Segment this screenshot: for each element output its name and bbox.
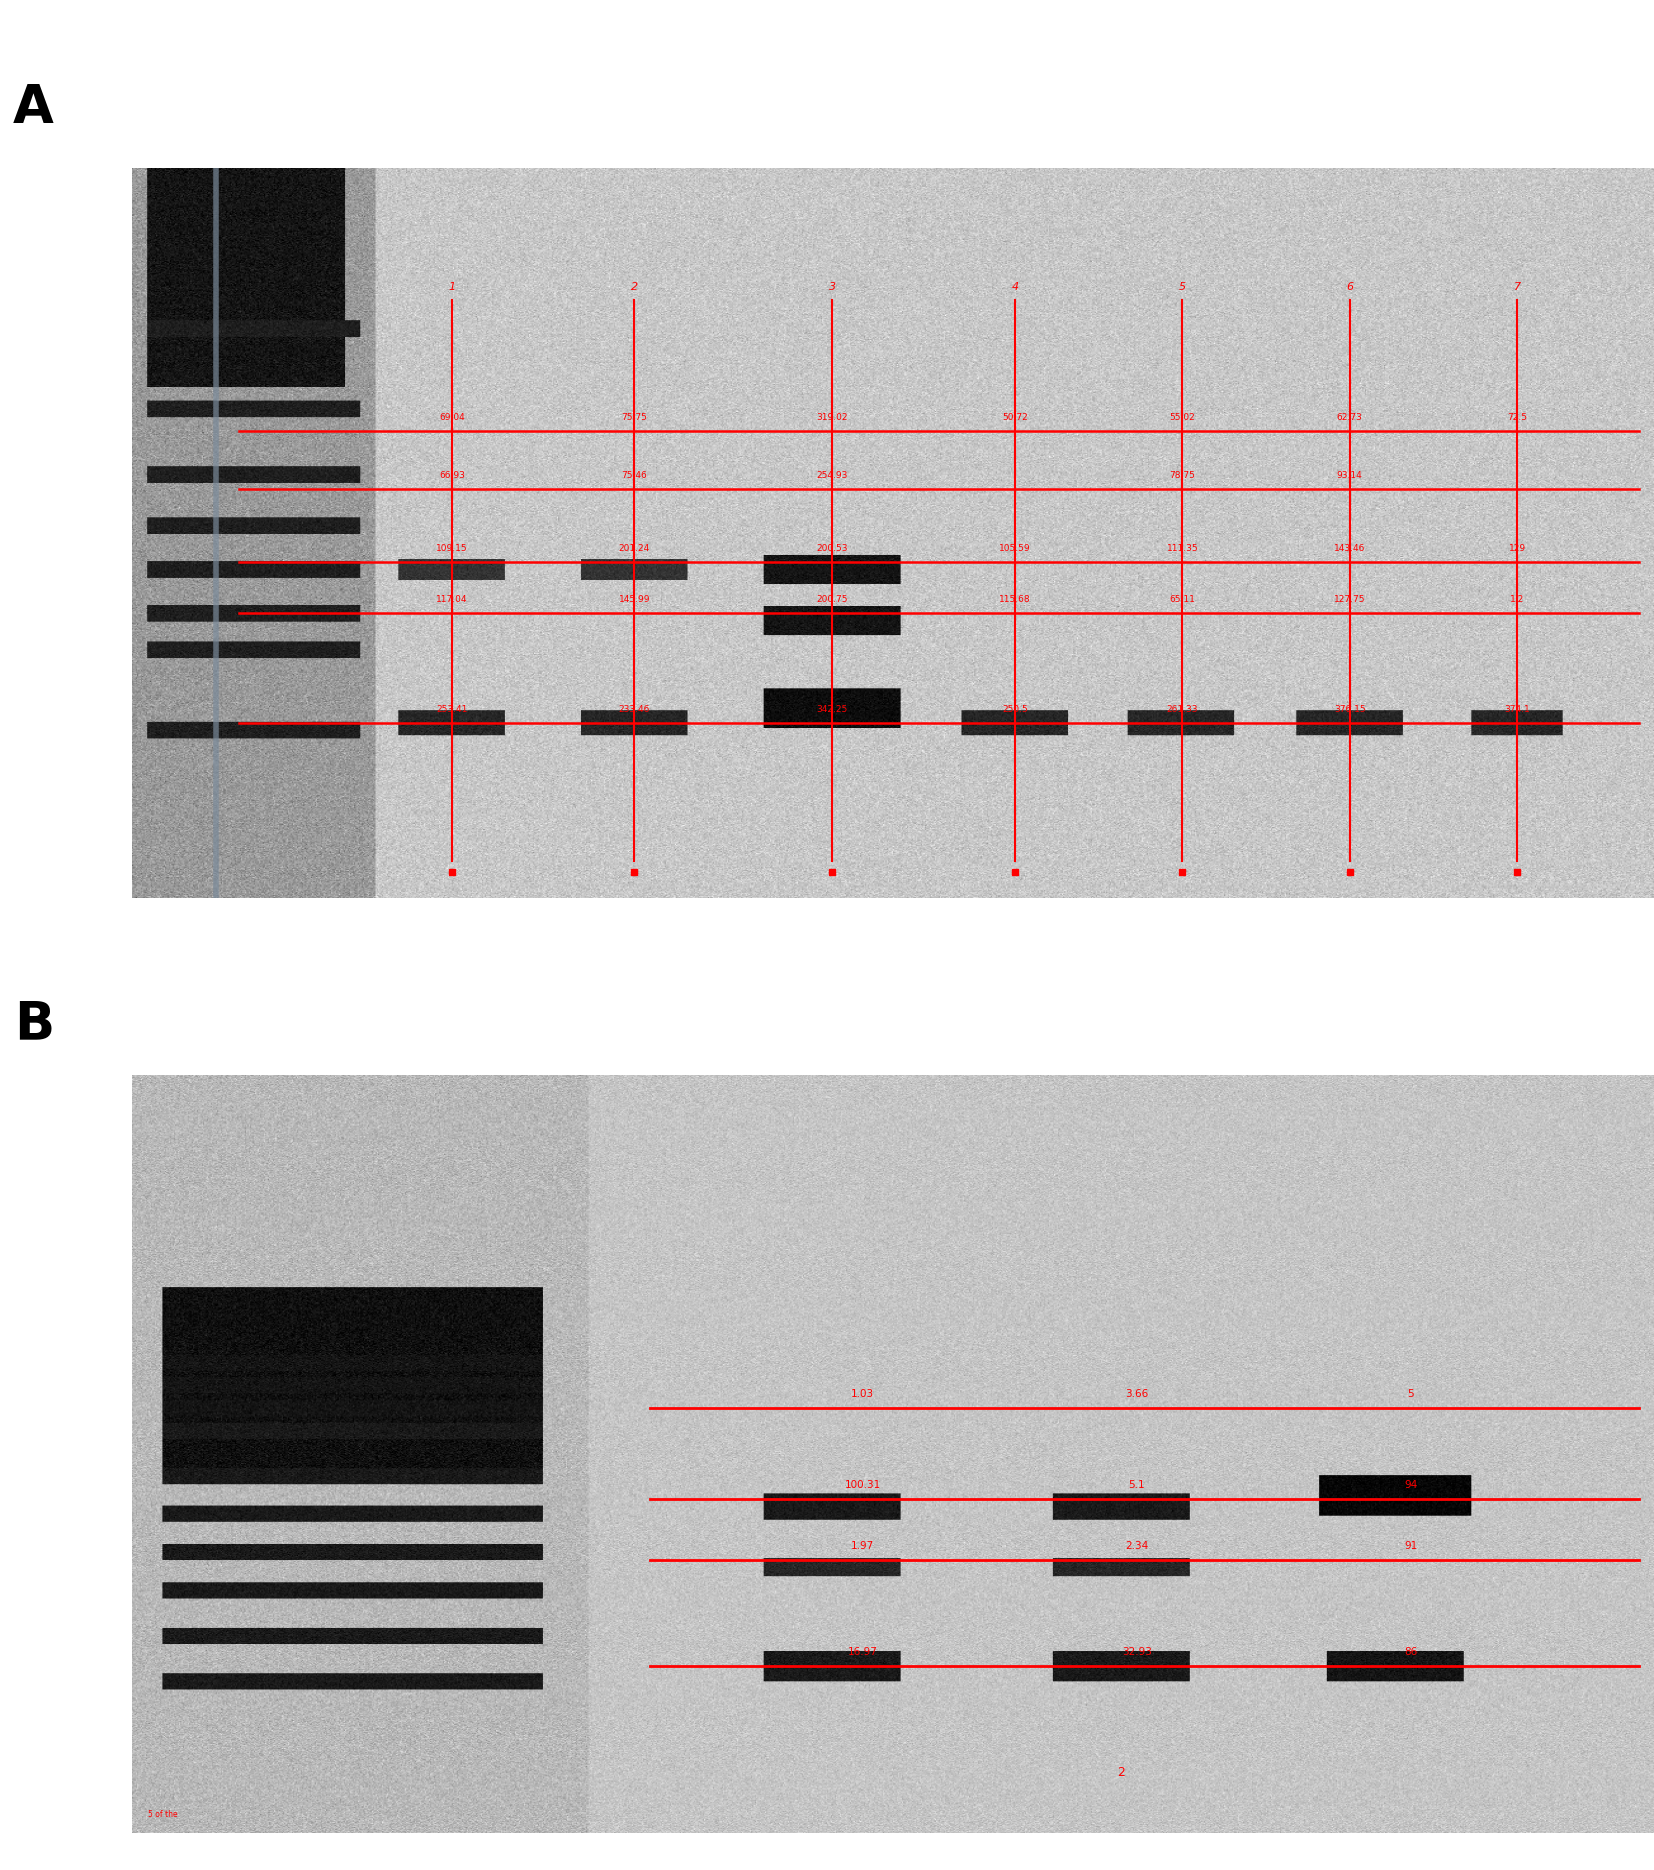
Text: 16: 16 <box>810 103 853 131</box>
Text: 5 of the: 5 of the <box>147 1810 177 1820</box>
Text: 250.5: 250.5 <box>1002 705 1027 714</box>
Text: 319.02: 319.02 <box>817 413 849 423</box>
Text: 69.04: 69.04 <box>438 413 465 423</box>
Text: A: A <box>13 82 55 133</box>
Text: 50: 50 <box>273 1664 309 1690</box>
Text: 91: 91 <box>1404 1541 1417 1550</box>
Text: 201.24: 201.24 <box>619 544 650 554</box>
Text: 300: 300 <box>255 1337 309 1363</box>
Text: 11: 11 <box>1495 103 1538 131</box>
Text: 129: 129 <box>1508 544 1525 554</box>
Text: 75.46: 75.46 <box>622 471 647 481</box>
Text: 78.75: 78.75 <box>1169 471 1196 481</box>
Text: 1.03: 1.03 <box>852 1389 875 1399</box>
Text: 253.41: 253.41 <box>437 705 468 714</box>
Text: 5.1: 5.1 <box>1128 1481 1145 1490</box>
Text: 5: 5 <box>1408 1389 1414 1399</box>
Text: C2: C2 <box>1376 1010 1416 1038</box>
Text: 100.31: 100.31 <box>845 1481 882 1490</box>
Text: 254.93: 254.93 <box>817 471 849 481</box>
Text: 3.66: 3.66 <box>1125 1389 1148 1399</box>
Text: 18: 18 <box>614 103 655 131</box>
Text: 75.75: 75.75 <box>622 413 647 423</box>
Text: 5: 5 <box>1179 282 1186 292</box>
Text: 2: 2 <box>1118 1765 1125 1778</box>
Text: 1.97: 1.97 <box>852 1541 875 1550</box>
Text: 143.46: 143.46 <box>1335 544 1365 554</box>
Text: 200.53: 200.53 <box>817 544 849 554</box>
Text: 55.02: 55.02 <box>1169 413 1196 423</box>
Text: 94: 94 <box>1404 1481 1417 1490</box>
Text: 109.15: 109.15 <box>437 544 468 554</box>
Text: 62.73: 62.73 <box>1336 413 1363 423</box>
Text: 32.93: 32.93 <box>1121 1647 1151 1657</box>
Text: 14: 14 <box>994 103 1035 131</box>
Text: 16.97: 16.97 <box>849 1647 878 1657</box>
Text: 13: 13 <box>1161 103 1204 131</box>
Text: 374.1: 374.1 <box>1503 705 1530 714</box>
Text: 65.11: 65.11 <box>1169 595 1196 604</box>
Text: 50.72: 50.72 <box>1002 413 1027 423</box>
Text: C1: C1 <box>812 1010 852 1038</box>
Text: 2.34: 2.34 <box>1125 1541 1148 1550</box>
Text: 100: 100 <box>255 1545 309 1571</box>
Text: 127.75: 127.75 <box>1333 595 1366 604</box>
Text: 12: 12 <box>1328 103 1371 131</box>
Text: 200: 200 <box>255 1442 309 1468</box>
Text: 376.15: 376.15 <box>1333 705 1366 714</box>
Text: 4: 4 <box>1011 282 1019 292</box>
Text: 93.14: 93.14 <box>1336 471 1363 481</box>
Text: 200.75: 200.75 <box>817 595 849 604</box>
Text: 111.35: 111.35 <box>1166 544 1197 554</box>
Text: 50 bp ladder: 50 bp ladder <box>337 1010 536 1038</box>
Text: 105.59: 105.59 <box>999 544 1030 554</box>
Text: 115.68: 115.68 <box>999 595 1030 604</box>
Text: B: B <box>15 999 55 1051</box>
Text: 233.46: 233.46 <box>619 705 650 714</box>
Text: 1.2: 1.2 <box>1510 595 1525 604</box>
Text: 19: 19 <box>430 103 473 131</box>
Text: 117.04: 117.04 <box>437 595 468 604</box>
Text: 86: 86 <box>1404 1647 1417 1657</box>
Text: C10: C10 <box>1092 1010 1151 1038</box>
Text: 72.5: 72.5 <box>1507 413 1527 423</box>
Text: 7: 7 <box>1513 282 1520 292</box>
Text: 261.33: 261.33 <box>1166 705 1197 714</box>
Text: 145.99: 145.99 <box>619 595 650 604</box>
Text: 6: 6 <box>1346 282 1353 292</box>
Text: 66.93: 66.93 <box>438 471 465 481</box>
Text: 342.25: 342.25 <box>817 705 849 714</box>
Text: 1: 1 <box>448 282 455 292</box>
Text: 3: 3 <box>829 282 835 292</box>
Text: 2: 2 <box>630 282 638 292</box>
